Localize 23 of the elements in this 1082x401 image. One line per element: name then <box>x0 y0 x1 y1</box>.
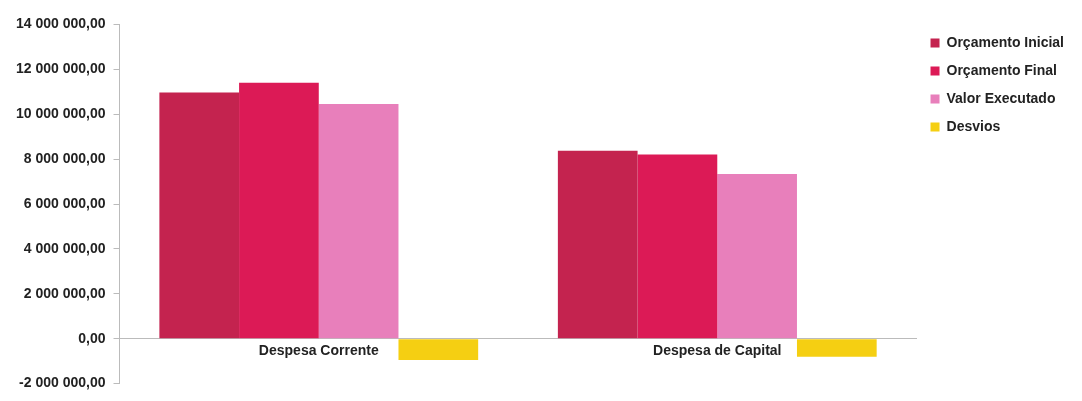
y-tick-label: 4 000 000,00 <box>23 239 106 256</box>
y-tick-label: -2 000 000,00 <box>19 374 106 391</box>
bar <box>637 154 718 339</box>
y-tick-label: 12 000 000,00 <box>16 60 106 77</box>
legend-label: Orçamento Inicial <box>946 33 1064 50</box>
bar <box>557 150 638 339</box>
bar <box>239 82 319 339</box>
x-tick-label: Despesa Corrente <box>258 341 379 358</box>
y-tick-label: 14 000 000,00 <box>16 15 106 32</box>
bar <box>398 339 479 361</box>
y-tick-label: 0,00 <box>78 329 106 346</box>
legend-label: Desvios <box>946 117 1001 134</box>
legend-label: Orçamento Final <box>946 61 1057 78</box>
legend-label: Valor Executado <box>946 89 1056 106</box>
x-tick-label: Despesa de Capital <box>653 341 782 358</box>
y-tick-label: 6 000 000,00 <box>23 194 106 211</box>
bar <box>796 339 877 357</box>
bar <box>717 173 797 339</box>
y-tick-label: 8 000 000,00 <box>23 149 106 166</box>
bar <box>159 92 240 339</box>
bar <box>318 104 399 339</box>
y-tick-label: 10 000 000,00 <box>16 105 106 122</box>
y-tick-label: 2 000 000,00 <box>23 284 106 301</box>
